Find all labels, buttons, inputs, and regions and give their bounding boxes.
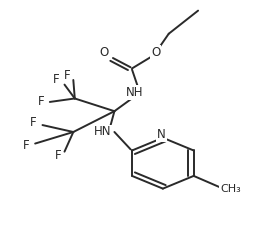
Text: F: F: [52, 74, 59, 86]
Text: F: F: [30, 116, 37, 129]
Text: F: F: [64, 69, 71, 82]
Text: NH: NH: [126, 86, 144, 99]
Text: N: N: [157, 128, 166, 141]
Text: O: O: [151, 46, 160, 59]
Text: F: F: [23, 139, 30, 152]
Text: O: O: [100, 46, 109, 59]
Text: F: F: [38, 95, 44, 109]
Text: HN: HN: [94, 126, 111, 138]
Text: F: F: [55, 149, 62, 162]
Text: CH₃: CH₃: [220, 184, 241, 194]
